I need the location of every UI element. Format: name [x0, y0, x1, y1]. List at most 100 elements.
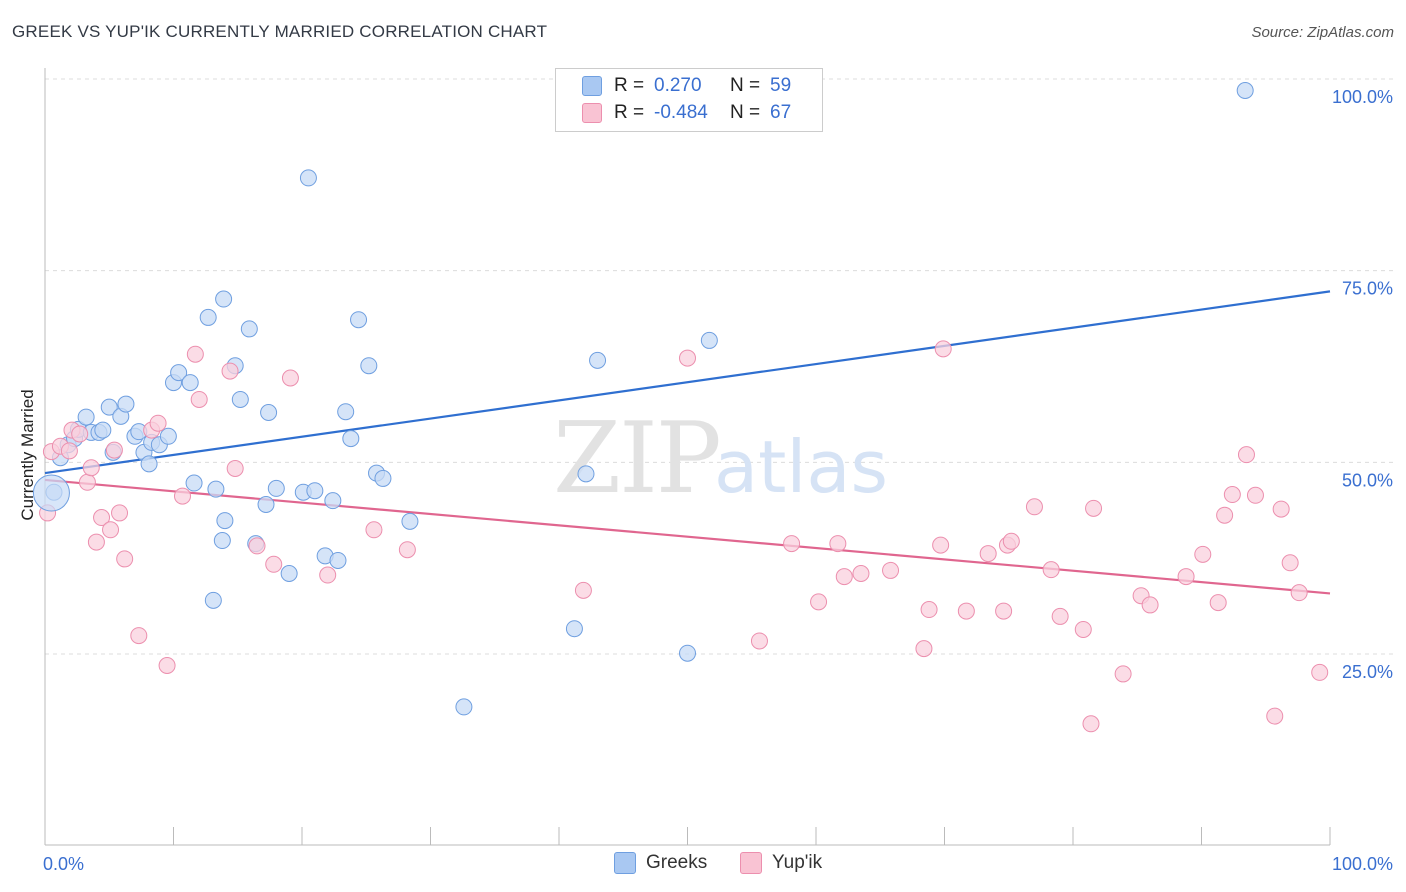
data-point — [574, 581, 592, 599]
data-point — [783, 535, 801, 553]
data-point — [920, 601, 938, 619]
data-point — [1281, 554, 1299, 572]
data-point — [221, 362, 239, 380]
r-value: 0.270 — [654, 75, 702, 96]
yupik-swatch — [582, 103, 602, 123]
data-point — [159, 427, 177, 445]
data-point — [365, 521, 383, 539]
data-points — [32, 77, 1329, 733]
legend-row-greeks: R = 0.270 N = 59 — [582, 74, 791, 98]
data-point — [102, 521, 120, 539]
data-point — [1209, 594, 1227, 612]
data-point — [329, 551, 347, 569]
data-point — [750, 632, 768, 650]
data-point — [215, 290, 233, 308]
data-point — [173, 487, 191, 505]
trend-line — [44, 478, 1331, 595]
r-label: R = — [614, 102, 645, 123]
data-point — [342, 430, 360, 448]
data-point — [1085, 499, 1103, 517]
source-label: Source: ZipAtlas.com — [1251, 24, 1394, 41]
data-point — [77, 408, 95, 426]
data-point — [32, 474, 70, 512]
correlation-legend: R = 0.270 N = 59 R = -0.484 N = 67 — [555, 68, 823, 132]
data-point — [319, 566, 337, 584]
data-point — [915, 640, 933, 658]
data-point — [240, 320, 258, 338]
data-point — [398, 541, 416, 559]
x-tick-label: 100.0% — [1332, 854, 1393, 874]
data-point — [835, 568, 853, 586]
data-point — [455, 698, 473, 716]
data-point — [1246, 486, 1264, 504]
data-point — [360, 357, 378, 375]
data-point — [149, 414, 167, 432]
data-point — [280, 565, 298, 582]
r-label: R = — [614, 75, 645, 96]
yupik-swatch — [740, 852, 762, 874]
data-point — [267, 479, 285, 497]
data-point — [140, 455, 158, 473]
data-point — [71, 425, 89, 443]
data-point — [158, 657, 176, 674]
data-point — [1311, 663, 1329, 681]
data-point — [1290, 584, 1308, 602]
data-point — [185, 474, 203, 492]
data-point — [577, 465, 595, 483]
data-point — [401, 512, 419, 530]
data-point — [60, 442, 78, 460]
data-point — [265, 555, 283, 573]
data-point — [1025, 498, 1043, 516]
x-tick-label: 0.0% — [43, 854, 84, 874]
data-point — [281, 369, 299, 387]
series-legend: Greeks Yup'ik — [0, 852, 1406, 878]
y-tick-label: 25.0% — [1342, 662, 1393, 682]
greeks-swatch — [614, 852, 636, 874]
data-point — [1082, 715, 1100, 733]
watermark-zip: ZIP — [553, 402, 720, 516]
data-point — [829, 535, 847, 553]
data-point — [679, 349, 696, 367]
legend-item-greeks[interactable]: Greeks — [614, 852, 707, 874]
data-point — [350, 311, 368, 329]
data-point — [1237, 446, 1255, 464]
data-point — [170, 364, 188, 382]
y-tick-label: 100.0% — [1332, 87, 1393, 107]
r-value: -0.484 — [654, 102, 708, 123]
data-point — [105, 441, 123, 459]
y-axis-label: Currently Married — [18, 389, 37, 521]
n-value: 67 — [770, 102, 792, 123]
data-point — [882, 561, 900, 579]
data-point — [117, 395, 135, 413]
data-point — [199, 308, 217, 326]
data-point — [932, 536, 950, 554]
data-point — [130, 627, 148, 645]
data-point — [1194, 545, 1212, 563]
data-point — [78, 473, 96, 491]
data-point — [94, 421, 112, 439]
data-point — [810, 593, 828, 611]
data-point — [1042, 561, 1060, 579]
data-point — [1074, 620, 1092, 638]
data-point — [995, 602, 1013, 620]
data-point — [1272, 500, 1290, 518]
data-point — [231, 390, 249, 408]
grid — [45, 78, 1395, 655]
data-point — [934, 340, 952, 358]
y-tick-label: 50.0% — [1342, 470, 1393, 490]
legend-item-yupik[interactable]: Yup'ik — [740, 852, 822, 874]
data-point — [248, 537, 266, 555]
data-point — [204, 591, 222, 609]
chart-title: GREEK VS YUP'IK CURRENTLY MARRIED CORREL… — [12, 22, 548, 41]
data-point — [374, 469, 392, 487]
data-point — [87, 533, 105, 551]
n-label: N = — [730, 75, 761, 96]
data-point — [1177, 568, 1195, 586]
data-point — [1223, 486, 1241, 504]
data-point — [260, 404, 278, 421]
data-point — [1114, 665, 1132, 683]
data-point — [589, 351, 607, 369]
data-point — [957, 602, 975, 620]
